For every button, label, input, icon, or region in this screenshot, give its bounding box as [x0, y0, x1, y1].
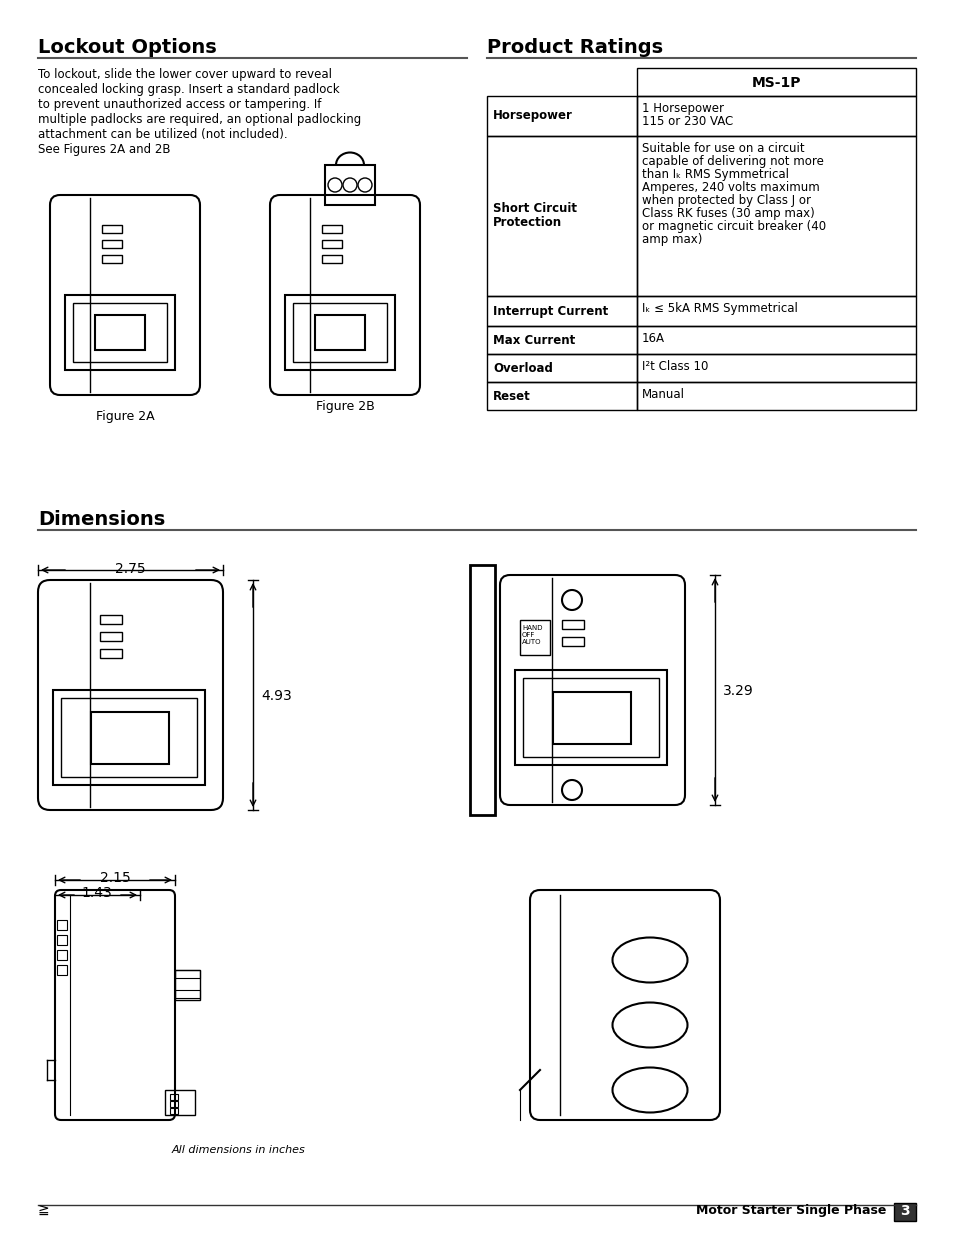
Bar — [285, 295, 395, 370]
Bar — [637, 382, 915, 410]
Bar — [170, 1094, 178, 1100]
Bar — [322, 225, 341, 233]
Text: Reset: Reset — [493, 389, 530, 403]
Bar — [486, 326, 637, 354]
Text: Manual: Manual — [641, 388, 684, 401]
Text: Horsepower: Horsepower — [493, 110, 572, 122]
Bar — [53, 690, 205, 785]
Bar — [73, 303, 167, 362]
Text: I²t Class 10: I²t Class 10 — [641, 359, 708, 373]
Text: HAND
OFF
AUTO: HAND OFF AUTO — [521, 625, 542, 645]
Bar — [561, 620, 583, 629]
Text: Figure 2A: Figure 2A — [95, 410, 154, 424]
Bar — [293, 303, 387, 362]
Bar — [91, 713, 169, 764]
Text: Overload: Overload — [493, 362, 553, 374]
Bar — [57, 935, 67, 945]
Text: 2.15: 2.15 — [99, 871, 131, 885]
Text: Short Circuit: Short Circuit — [493, 203, 577, 215]
Text: 16A: 16A — [641, 332, 664, 345]
Bar — [102, 225, 122, 233]
Text: or magnetic circuit breaker (40: or magnetic circuit breaker (40 — [641, 220, 825, 233]
Text: capable of delivering not more: capable of delivering not more — [641, 156, 823, 168]
Text: Amperes, 240 volts maximum: Amperes, 240 volts maximum — [641, 182, 819, 194]
Text: than Iₖ RMS Symmetrical: than Iₖ RMS Symmetrical — [641, 168, 788, 182]
Bar — [325, 165, 375, 205]
Bar — [174, 969, 200, 1000]
Text: Motor Starter Single Phase: Motor Starter Single Phase — [695, 1204, 885, 1216]
Text: 1.43: 1.43 — [82, 885, 112, 900]
Text: 115 or 230 VAC: 115 or 230 VAC — [641, 115, 733, 128]
Bar — [170, 1108, 178, 1114]
Bar — [637, 68, 915, 96]
Text: 4.93: 4.93 — [261, 689, 292, 703]
Text: Suitable for use on a circuit: Suitable for use on a circuit — [641, 142, 803, 156]
Bar — [893, 1203, 915, 1221]
Text: Iₖ ≤ 5kA RMS Symmetrical: Iₖ ≤ 5kA RMS Symmetrical — [641, 303, 797, 315]
Bar — [100, 632, 122, 641]
Bar — [637, 136, 915, 296]
Bar — [553, 692, 630, 743]
Bar — [100, 650, 122, 658]
Text: 3.29: 3.29 — [722, 684, 753, 698]
Bar — [515, 671, 666, 764]
Text: 1 Horsepower: 1 Horsepower — [641, 103, 723, 115]
Text: ≧: ≧ — [38, 1204, 50, 1218]
Bar — [95, 315, 145, 350]
Bar — [637, 96, 915, 136]
Bar — [65, 295, 174, 370]
Bar — [57, 965, 67, 974]
Text: Product Ratings: Product Ratings — [486, 38, 662, 57]
Bar — [522, 678, 659, 757]
Bar — [486, 136, 637, 296]
Bar — [57, 920, 67, 930]
Bar — [322, 240, 341, 248]
Bar — [322, 254, 341, 263]
Text: Protection: Protection — [493, 215, 561, 228]
Bar — [174, 990, 200, 998]
Text: MS-1P: MS-1P — [751, 77, 801, 90]
Bar — [102, 254, 122, 263]
Text: Class RK fuses (30 amp max): Class RK fuses (30 amp max) — [641, 207, 814, 220]
Text: Interrupt Current: Interrupt Current — [493, 305, 608, 317]
Bar — [486, 382, 637, 410]
Bar — [486, 96, 637, 136]
Text: Figure 2B: Figure 2B — [315, 400, 374, 412]
Text: when protected by Class J or: when protected by Class J or — [641, 194, 810, 207]
Text: 3: 3 — [900, 1204, 909, 1218]
Bar — [486, 354, 637, 382]
Bar — [61, 698, 196, 777]
Bar — [637, 354, 915, 382]
Bar — [561, 637, 583, 646]
Bar — [470, 564, 495, 815]
Bar — [170, 1100, 178, 1107]
Bar — [102, 240, 122, 248]
Text: Max Current: Max Current — [493, 333, 575, 347]
Bar — [57, 950, 67, 960]
Bar — [100, 615, 122, 624]
Text: amp max): amp max) — [641, 233, 701, 246]
Bar — [519, 620, 550, 655]
Bar — [486, 296, 637, 326]
Text: Dimensions: Dimensions — [38, 510, 165, 529]
Text: Lockout Options: Lockout Options — [38, 38, 216, 57]
Text: 2.75: 2.75 — [115, 562, 146, 576]
Text: To lockout, slide the lower cover upward to reveal
concealed locking grasp. Inse: To lockout, slide the lower cover upward… — [38, 68, 361, 156]
Bar — [637, 296, 915, 326]
Bar — [174, 969, 200, 978]
Bar — [314, 315, 365, 350]
Bar — [637, 326, 915, 354]
Text: All dimensions in inches: All dimensions in inches — [172, 1145, 305, 1155]
Bar — [165, 1091, 194, 1115]
